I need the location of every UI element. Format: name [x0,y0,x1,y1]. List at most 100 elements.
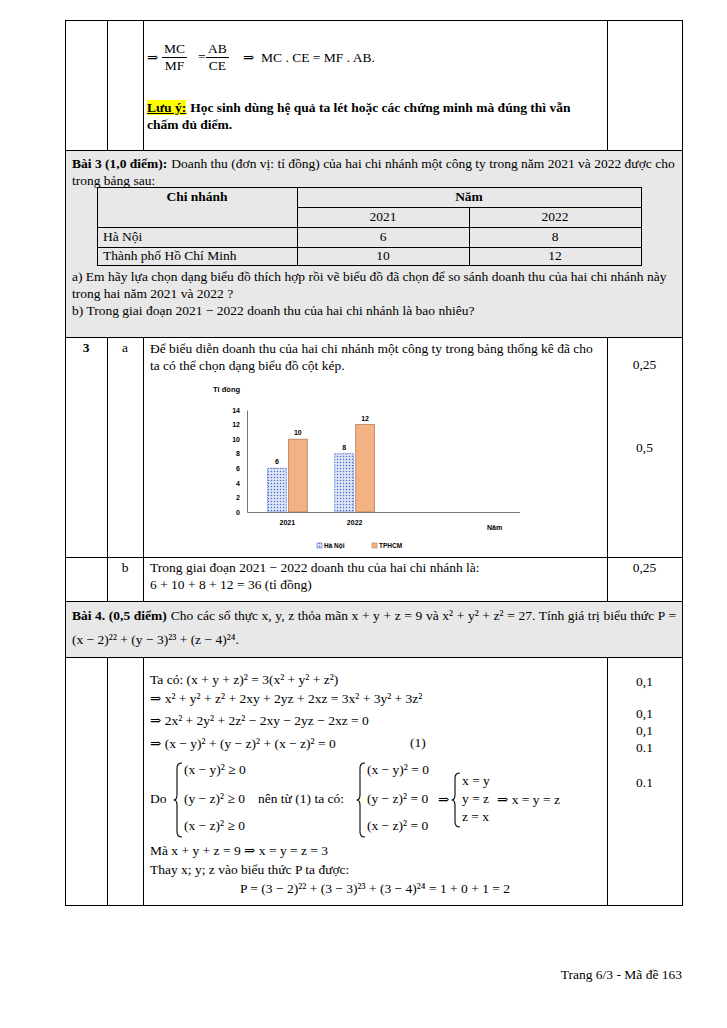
legend-label: Hà Nội [324,542,345,549]
brace [451,772,461,828]
border-line [143,20,144,151]
table-header: 2021 [297,209,469,225]
math-line: ⇒ x² + y² + z² + 2xy + 2yz + 2xz = 3x² +… [150,690,422,707]
chart: 0246810121420212022681012Tỉ đồngNămHà Nộ… [195,380,535,560]
system-line: (x − z)² ≥ 0 [184,818,245,834]
border-line [97,227,642,228]
question: Bài 3 (1,0 điểm):Doanh thu (đơn vị: tỉ đ… [72,155,676,189]
math-line: Ta có: (x + y + z)² = 3(x² + y² + z²) [150,672,338,688]
part-label: a [107,340,143,356]
border-line [107,20,108,151]
legend: Hà Nội TPHCM [317,542,402,549]
tick: 0 [236,509,247,516]
system-line: (y − z)² = 0 [367,791,428,807]
data-label: 8 [342,444,346,451]
question-label: Bài 4. (0,5 điểm) [72,608,167,623]
score: 0,5 [607,440,682,456]
border-line [65,657,683,658]
table-header: 2022 [469,209,641,225]
system-line: y = z [462,791,489,807]
tick: 14 [232,407,247,414]
border-line [682,20,683,906]
brace-path [174,763,183,837]
border-line [65,150,683,151]
system-line: (x − y)² = 0 [367,762,429,778]
math-text: ⇒ x = y = z [497,791,560,808]
tick-label: 6 [236,465,240,472]
denominator: MF [162,58,187,74]
legend-swatch [317,543,322,548]
border-line [97,187,642,188]
table-cell: 12 [469,248,641,264]
footer: Trang 6/3 - Mã đề 163 [561,967,682,983]
score: 0,25 [607,560,682,576]
part-label: b [107,560,143,576]
math-line: ⇒ (x − y)² + (y − z)² + (x − z)² = 0 [150,735,336,752]
tick: 10 [232,436,247,443]
table-header: Chi nhánh [97,189,297,205]
border-line [469,207,470,266]
table-cell: Thành phố Hồ Chí Minh [103,248,237,264]
math-line: ⇒ 2x² + 2y² + 2z² − 2xy − 2yz − 2xz = 0 [150,712,369,729]
arrow: ⇒ [147,49,158,66]
answer-text: Để biểu diễn doanh thu của hai chi nhánh… [150,340,602,374]
tick: 4 [236,480,247,487]
math-line: Thay x; y; z vào biểu thức P ta được: [150,862,349,878]
numerator: MC [162,41,187,58]
note-label: Lưu ý: [147,100,186,115]
note: Lưu ý:Học sinh dùng hệ quả ta lét hoặc c… [147,99,602,133]
border-line [143,337,144,602]
system-line: (x − z)² = 0 [367,818,428,834]
score: 0.1 [607,740,682,756]
system-line: z = x [462,809,489,825]
score: 0,25 [607,357,682,373]
axis-line [247,411,248,513]
border-line [65,20,683,21]
equation-ref: (1) [410,735,426,751]
table-cell: 8 [469,229,641,245]
denominator: CE [206,58,229,74]
math-line: Mà x + y + z = 9 ⇒ x = y = z = 3 [150,842,328,859]
brace-path [452,773,461,827]
math-text: nên từ (1) ta có: [258,791,344,807]
table-cell: Hà Nội [103,229,142,245]
border-line [107,337,108,602]
axis-line [395,512,520,513]
question-part: a) Em hãy lựa chọn dạng biểu đồ thích hợ… [72,268,676,302]
legend-label: TPHCM [379,542,402,549]
border-line [607,337,608,602]
border-line [65,337,683,338]
arrow: ⇒ [438,791,449,808]
border-line [297,187,298,266]
bars [267,425,374,512]
brace [173,762,183,838]
legend-swatch [372,543,377,548]
tick-label: 2022 [347,519,363,526]
border-line [143,657,144,906]
system-line: x = y [462,773,490,789]
axis-title: Năm [487,524,502,531]
tick: 12 [232,421,247,428]
bar [267,468,286,512]
fraction: ABCE [206,41,229,74]
score: 0,1 [607,706,682,722]
tick-label: 10 [232,436,240,443]
score: 0.1 [607,775,682,791]
tick: 2022 [347,512,363,526]
question-label: Bài 3 (1,0 điểm): [72,156,167,171]
math-text: Do [150,791,167,807]
border-line [65,20,66,906]
table-cell: 6 [297,229,469,245]
x-axis: 20212022 [248,512,396,526]
table-header: Năm [297,189,641,205]
data-label: 10 [294,429,302,436]
tick-label: 4 [236,480,240,487]
bar [335,454,354,512]
math-line: P = (3 − 2)²² + (3 − 3)²³ + (3 − 4)²⁴ = … [143,881,607,897]
question-part: b) Trong giai đoạn 2021 − 2022 doanh thu… [72,302,676,319]
equals: = [198,49,206,65]
question: Bài 4. (0,5 điểm)Cho các số thực x, y, z… [72,604,676,652]
data-label: 6 [275,458,279,465]
border-line [607,657,608,906]
score: 0,1 [607,674,682,690]
